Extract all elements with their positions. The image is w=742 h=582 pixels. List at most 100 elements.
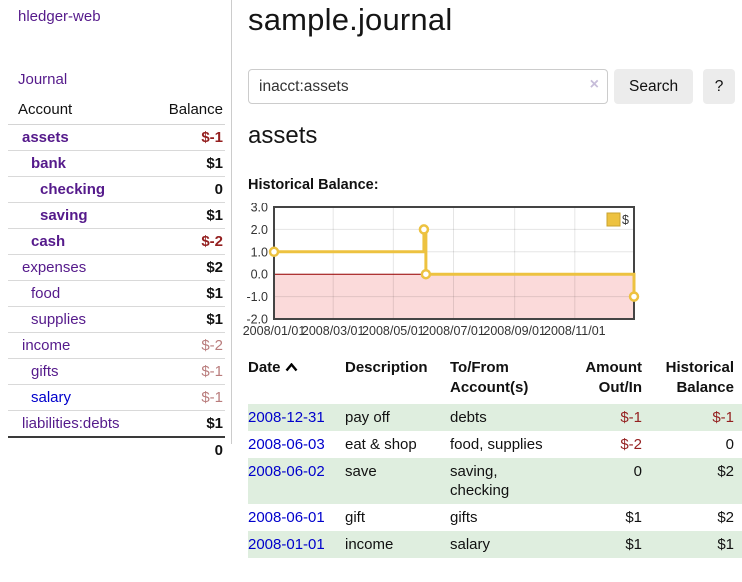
- account-row: gifts $-1: [8, 358, 225, 385]
- account-balance: $-2: [145, 332, 225, 359]
- svg-text:-1.0: -1.0: [246, 290, 268, 304]
- register-table: Date Description To/From Account(s) Amou…: [248, 356, 742, 558]
- amount-col-header: Amount Out/In: [585, 359, 642, 396]
- clear-search-icon[interactable]: ×: [589, 76, 599, 93]
- account-link[interactable]: salary: [31, 389, 72, 406]
- account-link[interactable]: saving: [40, 207, 88, 224]
- register-row: 2008-06-03 eat & shop food, supplies $-2 0: [248, 431, 742, 458]
- account-balance: $-2: [145, 228, 225, 255]
- search-field-wrap: ×: [248, 69, 608, 104]
- transaction-accounts: gifts: [450, 509, 478, 526]
- account-link[interactable]: food: [31, 285, 61, 302]
- transaction-description: save: [345, 463, 377, 480]
- account-balance: $2: [145, 254, 225, 281]
- register-row: 2008-06-02 save saving, checking 0 $2: [248, 458, 742, 504]
- transaction-date-link[interactable]: 2008-01-01: [248, 536, 325, 553]
- account-balance: $1: [145, 150, 225, 177]
- svg-text:2.0: 2.0: [251, 223, 268, 237]
- svg-text:2008/11/01: 2008/11/01: [544, 324, 606, 338]
- help-button[interactable]: ?: [703, 69, 735, 104]
- account-link[interactable]: income: [22, 337, 71, 354]
- transaction-balance: $2: [717, 509, 734, 526]
- account-balance: $1: [145, 202, 225, 229]
- transaction-amount: 0: [633, 463, 642, 480]
- svg-text:2008/05/01: 2008/05/01: [362, 324, 425, 338]
- account-balance: $1: [145, 306, 225, 333]
- account-balance: $1: [145, 280, 225, 307]
- register-table-body: 2008-12-31 pay off debts $-1 $-1 2008-06-03 ea…: [248, 404, 742, 558]
- account-balance: $-1: [145, 124, 225, 151]
- svg-text:$: $: [622, 213, 629, 227]
- transaction-date-link[interactable]: 2008-06-01: [248, 509, 325, 526]
- account-row: cash $-2: [8, 228, 225, 255]
- transaction-description: eat & shop: [345, 436, 417, 453]
- transaction-description: gift: [345, 509, 366, 526]
- brand-link[interactable]: hledger-web: [18, 8, 101, 25]
- transaction-date-link[interactable]: 2008-06-02: [248, 463, 325, 480]
- svg-text:0.0: 0.0: [251, 268, 268, 282]
- account-heading: assets: [248, 122, 318, 149]
- transaction-date-link[interactable]: 2008-12-31: [248, 409, 325, 426]
- search-bar: × Search ?: [248, 69, 742, 105]
- transaction-balance: $1: [717, 536, 734, 553]
- svg-text:2008/01/01: 2008/01/01: [243, 324, 306, 338]
- historical-balance-col-header: Historical Balance: [665, 359, 734, 396]
- account-link[interactable]: liabilities:debts: [22, 415, 120, 432]
- svg-text:3.0: 3.0: [251, 203, 268, 215]
- account-link[interactable]: gifts: [31, 363, 59, 380]
- chart-title: Historical Balance:: [248, 177, 379, 193]
- account-link[interactable]: expenses: [22, 259, 87, 276]
- account-row: food $1: [8, 280, 225, 307]
- description-col-header: Description: [345, 359, 428, 376]
- account-row: expenses $2: [8, 254, 225, 281]
- transaction-date-link[interactable]: 2008-06-03: [248, 436, 325, 453]
- sidebar: hledger-web Journal Account Balance asse…: [0, 0, 232, 463]
- transaction-accounts: saving, checking: [450, 463, 510, 499]
- transaction-balance: 0: [725, 436, 734, 453]
- svg-text:2008/07/01: 2008/07/01: [422, 324, 485, 338]
- account-row: checking 0: [8, 176, 225, 203]
- account-link[interactable]: supplies: [31, 311, 87, 328]
- account-row: income $-2: [8, 332, 225, 359]
- account-row: liabilities:debts $1: [8, 410, 225, 438]
- register-header-row: Date Description To/From Account(s) Amou…: [248, 356, 742, 404]
- sidebar-item-journal[interactable]: Journal: [18, 71, 68, 88]
- main-content: sample.journal × Search ? assets Histori…: [243, 0, 742, 582]
- account-row: salary $-1: [8, 384, 225, 411]
- account-link[interactable]: checking: [40, 181, 106, 198]
- transaction-accounts: food, supplies: [450, 436, 543, 453]
- accounts-balance-table: Account Balance assets $-1 bank $1 checking 0…: [8, 96, 225, 463]
- accounts-table-body: assets $-1 bank $1 checking 0 saving $1 cash $-2 e…: [8, 124, 225, 438]
- accounts-total-value: 0: [145, 436, 225, 463]
- sort-ascending-icon: [285, 358, 298, 378]
- chart-canvas: 3.0 2.0 1.0 0.0 -1.0 -2.02008/01/012008/03/01…: [243, 201, 640, 338]
- page-title: sample.journal: [248, 2, 453, 37]
- svg-text:-2.0: -2.0: [246, 313, 268, 327]
- date-col-header[interactable]: Date: [248, 356, 345, 404]
- account-balance: $-1: [145, 384, 225, 411]
- account-balance: $-1: [145, 358, 225, 385]
- transaction-amount: $1: [625, 509, 642, 526]
- account-row: bank $1: [8, 150, 225, 177]
- svg-text:2008/09/01: 2008/09/01: [483, 324, 546, 338]
- transaction-description: income: [345, 536, 394, 553]
- account-link[interactable]: assets: [22, 129, 69, 146]
- historical-balance-chart: 3.0 2.0 1.0 0.0 -1.0 -2.0 2008/01/01 2008/03/01…: [240, 201, 742, 345]
- transaction-amount: $1: [625, 536, 642, 553]
- transaction-amount: $-1: [620, 409, 642, 426]
- search-button[interactable]: Search: [614, 69, 694, 104]
- account-link[interactable]: cash: [31, 233, 66, 250]
- accounts-col-header: Account: [8, 96, 146, 125]
- search-input[interactable]: [248, 69, 608, 104]
- svg-text:1.0: 1.0: [251, 245, 268, 259]
- register-row: 2008-12-31 pay off debts $-1 $-1: [248, 404, 742, 431]
- transaction-balance: $2: [717, 463, 734, 480]
- balance-col-header: Balance: [145, 96, 225, 125]
- transaction-description: pay off: [345, 409, 390, 426]
- account-row: saving $1: [8, 202, 225, 229]
- transaction-balance: $-1: [712, 409, 734, 426]
- account-balance: $1: [145, 410, 225, 438]
- account-link[interactable]: bank: [31, 155, 67, 172]
- account-row: supplies $1: [8, 306, 225, 333]
